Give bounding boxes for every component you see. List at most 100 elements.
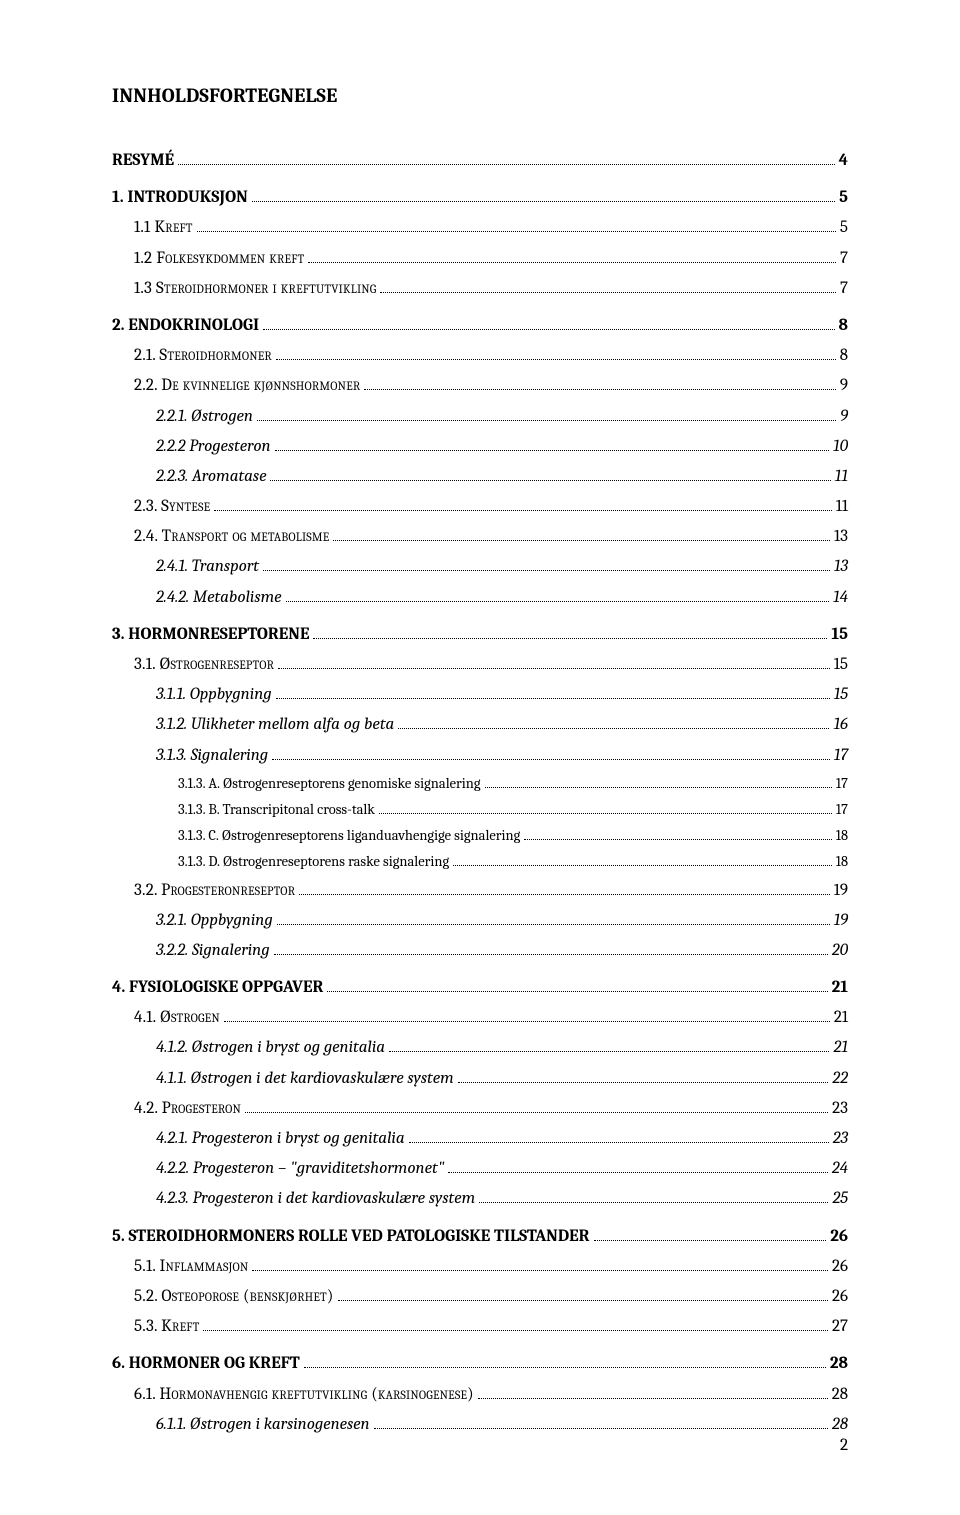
- toc-entry: 3.1.3. D. Østrogenreseptorens raske sign…: [178, 850, 848, 873]
- toc-entry-page: 28: [832, 1411, 848, 1438]
- toc-entry: 6.1. Hormonavhengig kreftutvikling (kars…: [134, 1381, 848, 1408]
- toc-dot-leader: [364, 374, 835, 390]
- page-number: 2: [840, 1436, 848, 1455]
- toc-entry-label: 5.3. Kreft: [134, 1313, 199, 1340]
- toc-entry: 2.4.1. Transport13: [156, 553, 848, 580]
- toc-entry: 2.2. De kvinnelige kjønnshormoner 9: [134, 372, 848, 399]
- toc-entry-page: 22: [832, 1065, 848, 1092]
- toc-entry: 1.3 Steroidhormoner i kreftutvikling 7: [134, 275, 848, 302]
- toc-dot-leader: [479, 1187, 828, 1203]
- toc-entry-label: 3.2.2. Signalering: [156, 937, 270, 964]
- toc-entry-label: 3.1.3. C. Østrogenreseptorens liganduavh…: [178, 824, 520, 847]
- toc-entry: 2.3. Syntese 11: [134, 493, 848, 520]
- toc-entry-page: 28: [832, 1381, 848, 1408]
- toc-entry: 1. INTRODUKSJON5: [112, 184, 848, 211]
- toc-entry: 4. FYSIOLOGISKE OPPGAVER21: [112, 974, 848, 1001]
- toc-dot-leader: [338, 1285, 828, 1301]
- toc-dot-leader: [252, 186, 835, 202]
- toc-dot-leader: [257, 404, 836, 420]
- toc-entry-page: 5: [840, 214, 848, 241]
- toc-entry-page: 9: [840, 372, 848, 399]
- toc-dot-leader: [263, 555, 830, 571]
- toc-entry-label: 6. HORMONER OG KREFT: [112, 1350, 300, 1377]
- toc-entry-page: 10: [833, 433, 848, 460]
- toc-entry-label: 2.2.3. Aromatase: [156, 463, 266, 490]
- toc-entry-page: 21: [832, 974, 848, 1001]
- toc-entry-label: 4.2. Progesteron: [134, 1095, 241, 1122]
- toc-dot-leader: [389, 1036, 829, 1052]
- toc-entry-page: 21: [833, 1034, 848, 1061]
- toc-entry-page: 4: [839, 147, 848, 174]
- toc-entry-label: 3.1. Østrogenreseptor: [134, 651, 274, 678]
- toc-entry: 3.1.2. Ulikheter mellom alfa og beta16: [156, 711, 848, 738]
- toc-dot-leader: [374, 1412, 828, 1428]
- toc-entry-page: 18: [836, 824, 848, 847]
- toc-dot-leader: [276, 344, 836, 360]
- toc-dot-leader: [263, 314, 834, 330]
- toc-dot-leader: [252, 1254, 828, 1270]
- toc-entry-label: 3.2. Progesteronreseptor: [134, 877, 295, 904]
- toc-entry-page: 23: [832, 1095, 848, 1122]
- toc-entry-label: 1.3 Steroidhormoner i kreftutvikling: [134, 275, 376, 302]
- toc-entry-page: 16: [833, 711, 848, 738]
- toc-entry-page: 20: [832, 937, 848, 964]
- toc-entry-page: 19: [834, 877, 848, 904]
- toc-dot-leader: [448, 1157, 827, 1173]
- toc-entry: 5.2. Osteoporose (benskjørhet)26: [134, 1283, 848, 1310]
- toc-entry: 1.1 Kreft5: [134, 214, 848, 241]
- toc-entry-page: 26: [832, 1253, 848, 1280]
- toc-entry: 4.2.2. Progesteron – "graviditetshormone…: [156, 1155, 848, 1182]
- toc-entry-page: 17: [836, 798, 848, 821]
- toc-entry: 4.2.3. Progesteron i det kardiovaskulære…: [156, 1185, 848, 1212]
- toc-dot-leader: [453, 852, 832, 866]
- toc-dot-leader: [327, 976, 827, 992]
- toc-dot-leader: [409, 1127, 829, 1143]
- toc-dot-leader: [485, 774, 832, 788]
- toc-dot-leader: [380, 276, 836, 292]
- toc-entry: 1.2 Folkesykdommen kreft7: [134, 245, 848, 272]
- toc-entry-label: 2.4. Transport og metabolisme: [134, 523, 329, 550]
- toc-dot-leader: [304, 1352, 826, 1368]
- toc-entry: 3.1. Østrogenreseptor 15: [134, 651, 848, 678]
- toc-dot-leader: [286, 585, 829, 601]
- toc-entry-label: 2.1. Steroidhormoner: [134, 342, 272, 369]
- toc-entry-label: 3.1.3. A. Østrogenreseptorens genomiske …: [178, 772, 481, 795]
- toc-entry-label: 2.2. De kvinnelige kjønnshormoner: [134, 372, 360, 399]
- toc-entry: 6.1.1. Østrogen i karsinogenesen28: [156, 1411, 848, 1438]
- toc-entry-page: 25: [832, 1185, 848, 1212]
- toc-entry: 5. STEROIDHORMONERS ROLLE VED PATOLOGISK…: [112, 1223, 848, 1250]
- toc-entry: 4.1.1. Østrogen i det kardiovaskulære sy…: [156, 1065, 848, 1092]
- toc-entry-page: 14: [833, 584, 848, 611]
- toc-entry: 2.2.2 Progesteron10: [156, 433, 848, 460]
- toc-entry-label: 2.3. Syntese: [134, 493, 210, 520]
- toc-entry-label: 3.1.1. Oppbygning: [156, 681, 272, 708]
- toc-entry: RESYMÉ4: [112, 147, 848, 174]
- toc-entry-page: 17: [834, 742, 848, 769]
- toc-entry-label: 3. HORMONRESEPTORENE: [112, 621, 309, 648]
- toc-entry: 2.1. Steroidhormoner8: [134, 342, 848, 369]
- toc-entry: 2.2.3. Aromatase 11: [156, 463, 848, 490]
- toc-entry: 3. HORMONRESEPTORENE15: [112, 621, 848, 648]
- toc-entry: 3.2.2. Signalering 20: [156, 937, 848, 964]
- toc-entry-page: 17: [836, 772, 848, 795]
- toc-dot-leader: [178, 149, 834, 165]
- toc-entry-page: 26: [830, 1223, 848, 1250]
- toc-entry-page: 15: [834, 651, 848, 678]
- toc-dot-leader: [398, 713, 829, 729]
- toc-dot-leader: [203, 1315, 828, 1331]
- page: INNHOLDSFORTEGNELSE RESYMÉ41. INTRODUKSJ…: [0, 0, 960, 1515]
- toc-entry: 4.2.1. Progesteron i bryst og genitalia 2…: [156, 1125, 848, 1152]
- toc-dot-leader: [197, 216, 836, 232]
- toc-entry-label: 5.1. Inflammasjon: [134, 1253, 248, 1280]
- toc-dot-leader: [276, 683, 830, 699]
- toc-entry-page: 8: [839, 312, 848, 339]
- toc-entry-page: 7: [840, 275, 848, 302]
- toc-entry: 3.2.1. Oppbygning19: [156, 907, 848, 934]
- toc-list: RESYMÉ4 1. INTRODUKSJON5 1.1 Kreft5 1.2 Fol…: [112, 147, 848, 1438]
- toc-entry-label: 4.2.1. Progesteron i bryst og genitalia: [156, 1125, 405, 1152]
- toc-entry-page: 11: [835, 463, 848, 490]
- toc-entry-label: 2. ENDOKRINOLOGI: [112, 312, 259, 339]
- toc-dot-leader: [313, 623, 827, 639]
- toc-entry-page: 23: [833, 1125, 848, 1152]
- toc-entry-page: 11: [836, 493, 848, 520]
